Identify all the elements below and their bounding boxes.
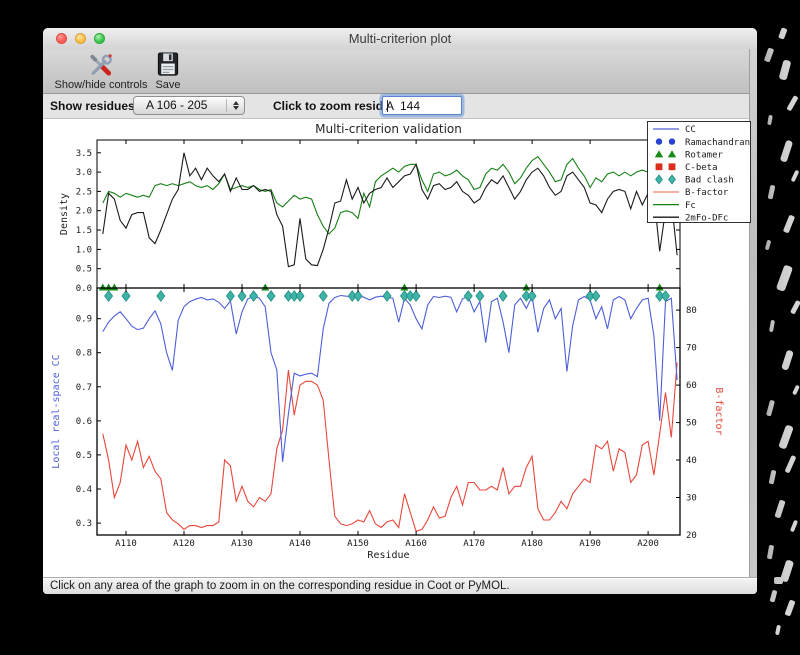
status-message: Click on any area of the graph to zoom i… [50, 580, 510, 592]
window-titlebar[interactable]: Multi-criterion plot [43, 28, 757, 50]
window-title: Multi-criterion plot [348, 31, 452, 46]
minimize-button[interactable] [75, 33, 86, 44]
residue-range-value: A 106 - 205 [146, 98, 208, 112]
dropdown-stepper-icon [226, 99, 241, 112]
window-right-edge [749, 49, 757, 577]
status-bar: Click on any area of the graph to zoom i… [43, 577, 757, 594]
show-residues-label: Show residues: [50, 99, 139, 113]
plot-canvas[interactable] [43, 119, 757, 577]
save-label: Save [155, 79, 181, 91]
zoom-window-button[interactable] [94, 33, 105, 44]
show-hide-controls-label: Show/hide controls [54, 79, 148, 91]
close-button[interactable] [56, 33, 67, 44]
tools-icon [90, 54, 112, 76]
zoom-residue-field[interactable] [382, 96, 462, 115]
traffic-lights [56, 33, 105, 44]
save-icon [157, 52, 179, 76]
zoom-residue-input[interactable] [386, 97, 458, 114]
app-window: Multi-criterion plot Show/hide controls [43, 28, 757, 594]
toolbar: Show/hide controls Save [43, 49, 757, 94]
controls-row: Show residues: A 106 - 205 Click to zoom… [43, 94, 757, 119]
save-button[interactable]: Save [145, 51, 191, 91]
show-hide-controls-button[interactable]: Show/hide controls [49, 51, 153, 91]
zoom-residue-label: Click to zoom residue: [273, 99, 402, 113]
residue-range-dropdown[interactable]: A 106 - 205 [133, 96, 245, 115]
